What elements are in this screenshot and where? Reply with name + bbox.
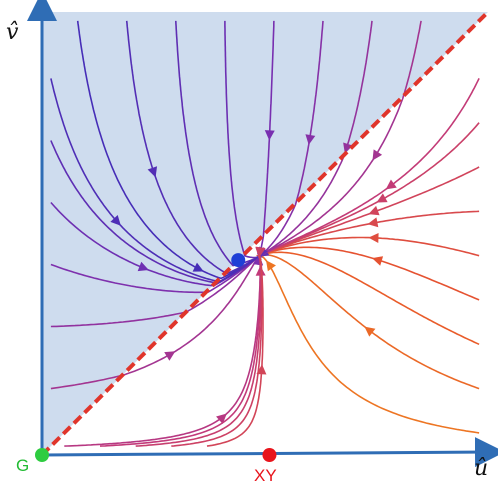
stream-arrow: [368, 232, 379, 243]
stream-arrow: [372, 256, 384, 266]
fixed-point-g: [35, 448, 49, 462]
stream-arrow: [147, 166, 158, 178]
stream-line: [125, 20, 261, 275]
stream-arrow: [368, 205, 380, 216]
stream-lines: [50, 20, 480, 447]
point-g-label: G: [16, 456, 30, 475]
stream-arrow: [164, 351, 176, 361]
stream-line: [258, 253, 480, 390]
stream-arrow: [256, 364, 267, 375]
stream-line: [259, 210, 480, 257]
x-axis-label: û: [474, 456, 489, 481]
stream-arrow: [305, 134, 316, 145]
stream-arrow: [367, 217, 379, 228]
stream-arrow: [364, 326, 376, 337]
stream-arrow: [192, 262, 204, 272]
fixed-point-interior: [231, 253, 246, 268]
stream-line: [258, 246, 480, 301]
fixed-points: [35, 253, 277, 462]
stream-arrow: [137, 261, 149, 272]
stream-arrow: [255, 246, 266, 258]
fixed-point-xy: [262, 448, 277, 462]
stream-arrow: [216, 413, 227, 424]
stream-arrow: [376, 193, 388, 203]
stream-arrow: [110, 215, 121, 226]
point-xy-label: XY: [254, 466, 277, 485]
stream-line: [259, 20, 422, 257]
stream-arrow: [372, 149, 383, 161]
y-axis-label: v̂: [6, 20, 19, 45]
stream-line: [258, 236, 480, 258]
stream-arrow: [264, 130, 275, 141]
stream-line: [257, 254, 480, 434]
stream-arrow: [266, 260, 276, 272]
stream-arrow: [385, 179, 397, 190]
